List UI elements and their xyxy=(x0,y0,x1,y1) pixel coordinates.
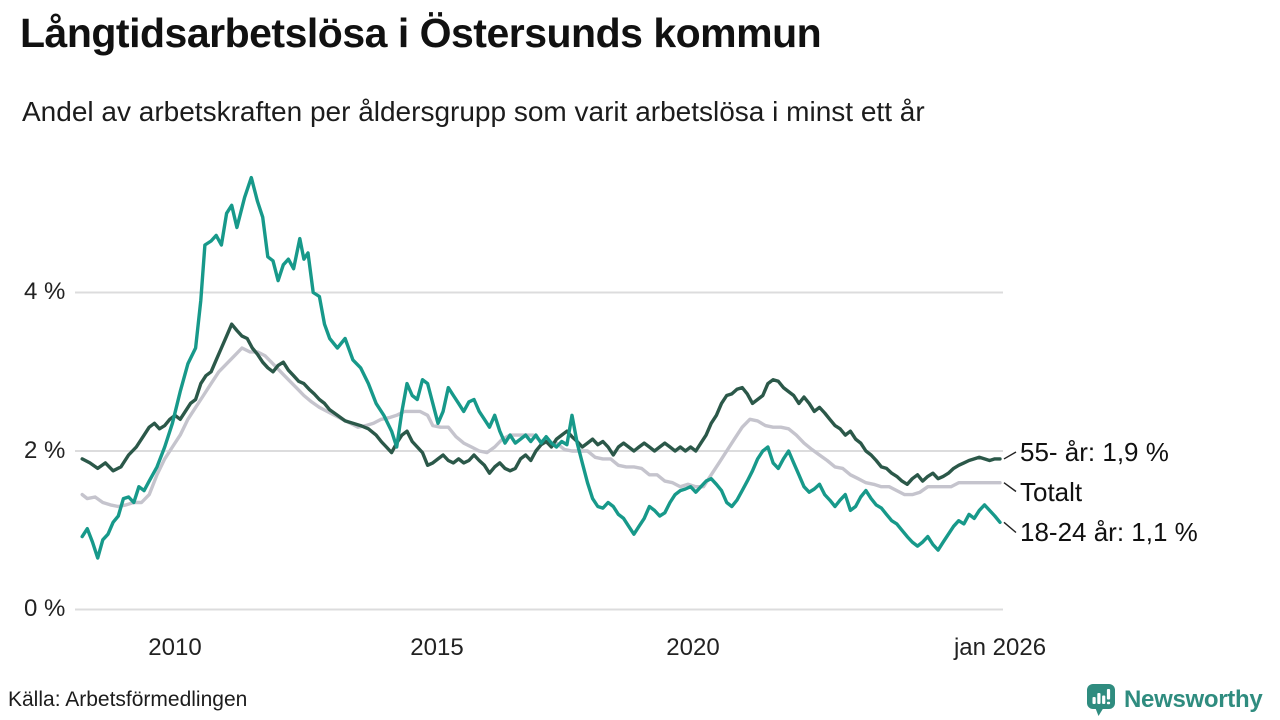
x-axis-tick-2015: 2015 xyxy=(410,634,464,661)
series-label-18-24-ar: 18-24 år: 1,1 % xyxy=(1020,517,1198,547)
branding: Newsworthy xyxy=(1086,683,1263,717)
x-axis-tick-jan-2026: jan 2026 xyxy=(953,634,1047,661)
series-label-totalt: Totalt xyxy=(1020,477,1083,507)
source-note: Källa: Arbetsförmedlingen xyxy=(8,688,248,711)
series-label-55-ar: 55- år: 1,9 % xyxy=(1020,437,1169,467)
page-subtitle: Andel av arbetskraften per åldersgrupp s… xyxy=(22,96,925,127)
page-title: Långtidsarbetslösa i Östersunds kommun xyxy=(20,10,822,56)
newsworthy-logo-icon xyxy=(1087,684,1115,716)
x-axis-tick-2010: 2010 xyxy=(148,634,202,661)
y-axis-tick-0: 0 % xyxy=(24,595,66,622)
x-axis-tick-2020: 2020 xyxy=(666,634,720,661)
y-axis-tick-2: 2 % xyxy=(24,437,66,464)
y-axis-tick-4: 4 % xyxy=(24,278,66,305)
brand-name: Newsworthy xyxy=(1124,686,1263,713)
